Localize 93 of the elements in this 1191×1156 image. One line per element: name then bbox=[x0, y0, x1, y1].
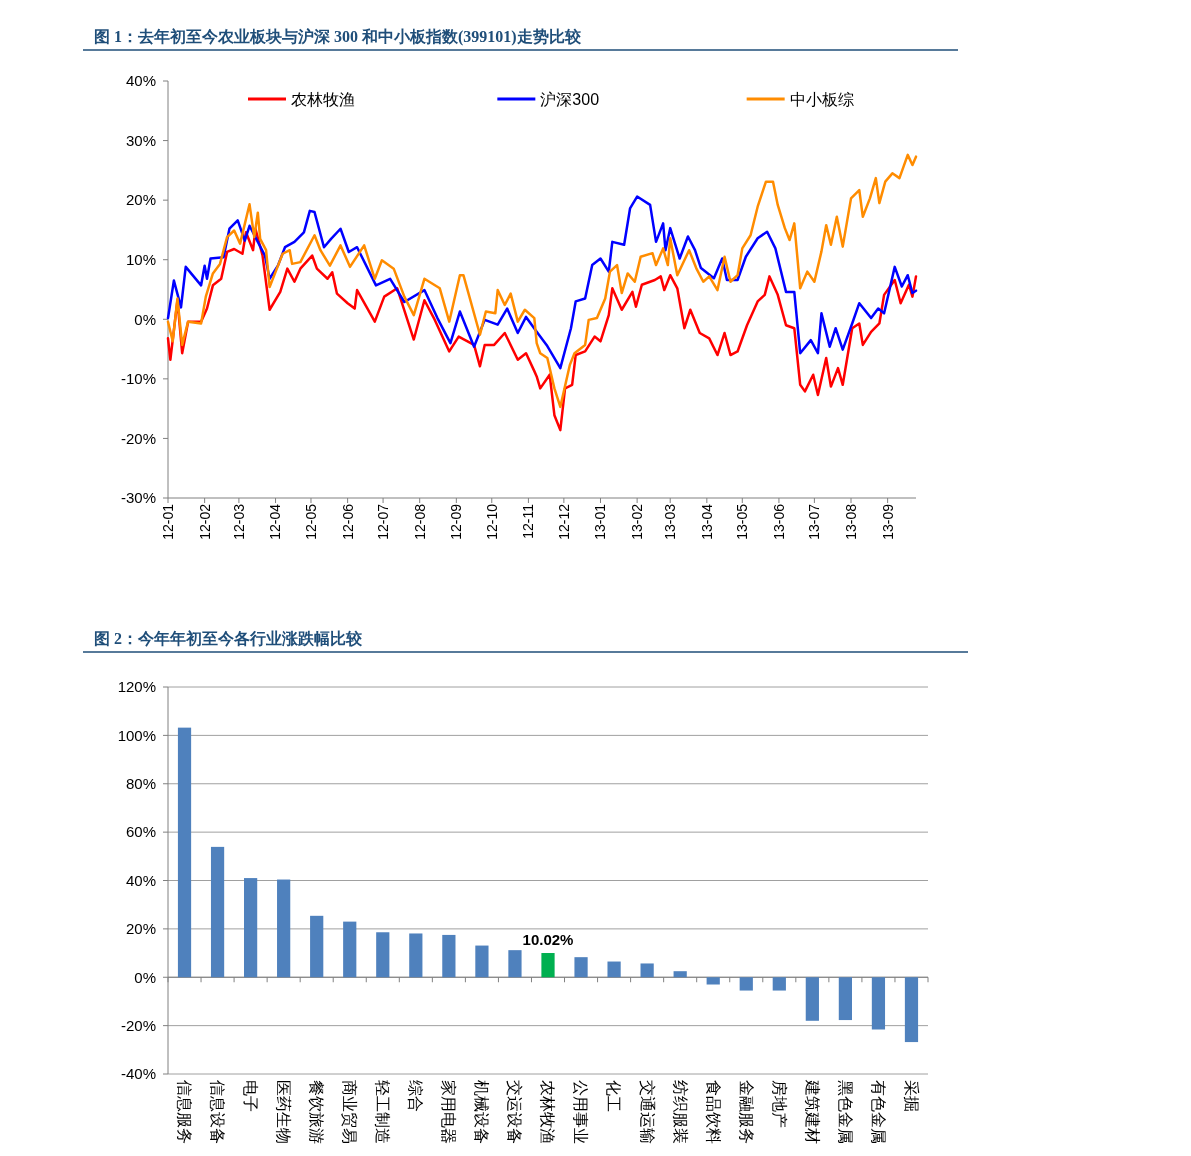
bar bbox=[706, 977, 720, 985]
x-tick-label: 13-09 bbox=[879, 503, 896, 540]
x-tick-label: 12-01 bbox=[159, 503, 176, 540]
y-tick-label: 0% bbox=[134, 310, 156, 328]
y-tick-label: 80% bbox=[125, 775, 156, 792]
bar bbox=[210, 846, 225, 978]
y-tick-label: -10% bbox=[120, 370, 156, 388]
y-tick-label: 10% bbox=[125, 250, 156, 268]
x-tick-label: 建筑建材 bbox=[803, 1079, 821, 1144]
x-tick-label: 交通运输 bbox=[638, 1080, 656, 1144]
x-tick-label: 12-08 bbox=[411, 503, 428, 540]
x-tick-label: 12-04 bbox=[267, 503, 284, 540]
y-tick-label: -40% bbox=[120, 1065, 156, 1083]
x-tick-label: 12-02 bbox=[196, 503, 213, 540]
bar bbox=[541, 953, 555, 978]
line-series bbox=[166, 153, 918, 409]
x-tick-label: 有色金属 bbox=[869, 1080, 887, 1144]
bar bbox=[838, 977, 852, 1021]
x-tick-label: 农林牧渔 bbox=[539, 1080, 557, 1144]
x-tick-label: 13-08 bbox=[842, 503, 859, 540]
y-tick-label: 40% bbox=[125, 871, 156, 889]
x-tick-label: 13-01 bbox=[592, 503, 609, 540]
x-tick-label: 13-06 bbox=[770, 503, 787, 540]
y-tick-label: 60% bbox=[125, 823, 156, 841]
y-tick-label: 0% bbox=[134, 968, 156, 986]
x-tick-label: 纺织服装 bbox=[671, 1080, 689, 1144]
y-tick-label: 20% bbox=[125, 191, 156, 209]
x-tick-label: 综合 bbox=[407, 1080, 425, 1112]
bar bbox=[673, 971, 687, 978]
x-tick-label: 12-09 bbox=[448, 503, 465, 540]
x-tick-label: 12-07 bbox=[374, 503, 391, 540]
bar bbox=[772, 977, 786, 991]
line-series bbox=[166, 195, 918, 370]
bar bbox=[640, 963, 654, 978]
legend-label: 农林牧渔 bbox=[291, 90, 355, 108]
x-tick-label: 12-10 bbox=[483, 503, 500, 540]
bar bbox=[277, 879, 291, 978]
bar bbox=[244, 878, 258, 978]
legend-label: 沪深300 bbox=[540, 90, 600, 108]
x-tick-label: 公用事业 bbox=[572, 1080, 590, 1144]
x-tick-label: 12-06 bbox=[339, 503, 356, 540]
line-series bbox=[166, 227, 918, 432]
x-tick-label: 家用电器 bbox=[440, 1080, 458, 1144]
bar bbox=[607, 961, 621, 978]
legend-label: 中小板综 bbox=[789, 90, 854, 108]
bar bbox=[805, 977, 819, 1021]
bar bbox=[475, 945, 489, 978]
bar bbox=[376, 932, 390, 978]
y-tick-label: 30% bbox=[125, 131, 156, 149]
bar bbox=[871, 977, 886, 1030]
x-tick-label: 13-02 bbox=[629, 503, 646, 540]
bar bbox=[177, 727, 192, 978]
x-tick-label: 13-03 bbox=[662, 503, 679, 540]
y-tick-label: -20% bbox=[120, 429, 156, 447]
y-tick-label: -30% bbox=[120, 489, 156, 507]
chart-title: 图 1：去年初至今农业板块与沪深 300 和中小板指数(399101)走势比较 bbox=[94, 27, 582, 46]
x-tick-label: 化工 bbox=[605, 1080, 623, 1112]
y-tick-label: 20% bbox=[125, 920, 156, 938]
x-tick-label: 机械设备 bbox=[473, 1080, 491, 1144]
x-tick-label: 食品饮料 bbox=[704, 1080, 722, 1144]
x-tick-label: 13-04 bbox=[698, 503, 715, 540]
bar bbox=[442, 934, 456, 978]
x-tick-label: 医药生物 bbox=[275, 1080, 293, 1144]
bar bbox=[574, 957, 588, 978]
x-tick-label: 12-11 bbox=[520, 503, 537, 539]
x-tick-label: 12-12 bbox=[555, 503, 572, 540]
x-tick-label: 电子 bbox=[242, 1080, 260, 1112]
x-tick-label: 采掘 bbox=[902, 1080, 920, 1112]
x-tick-label: 餐饮旅游 bbox=[308, 1080, 326, 1144]
x-tick-label: 12-05 bbox=[302, 503, 319, 540]
x-tick-label: 13-07 bbox=[806, 503, 823, 540]
bar bbox=[739, 977, 753, 991]
y-tick-label: 40% bbox=[125, 72, 156, 90]
x-tick-label: 黑色金属 bbox=[836, 1080, 854, 1144]
y-tick-label: -20% bbox=[120, 1016, 156, 1034]
bar bbox=[508, 950, 522, 978]
y-tick-label: 120% bbox=[117, 678, 156, 696]
chart-title: 图 2：今年年初至今各行业涨跌幅比较 bbox=[94, 630, 363, 647]
x-tick-label: 信息设备 bbox=[208, 1080, 226, 1144]
x-tick-label: 商业贸易 bbox=[341, 1080, 359, 1144]
y-tick-label: 100% bbox=[117, 726, 156, 744]
x-tick-label: 轻工制造 bbox=[374, 1080, 392, 1144]
x-tick-label: 13-05 bbox=[734, 503, 751, 540]
bar bbox=[904, 977, 919, 1043]
x-tick-label: 房地产 bbox=[770, 1080, 788, 1128]
bar bbox=[343, 921, 357, 978]
x-tick-label: 金融服务 bbox=[737, 1080, 755, 1144]
bar bbox=[409, 933, 423, 978]
x-tick-label: 12-03 bbox=[230, 503, 247, 540]
x-tick-label: 交运设备 bbox=[506, 1080, 524, 1144]
bar bbox=[310, 915, 324, 978]
x-tick-label: 信息服务 bbox=[175, 1080, 193, 1144]
data-label: 10.02% bbox=[522, 931, 574, 949]
